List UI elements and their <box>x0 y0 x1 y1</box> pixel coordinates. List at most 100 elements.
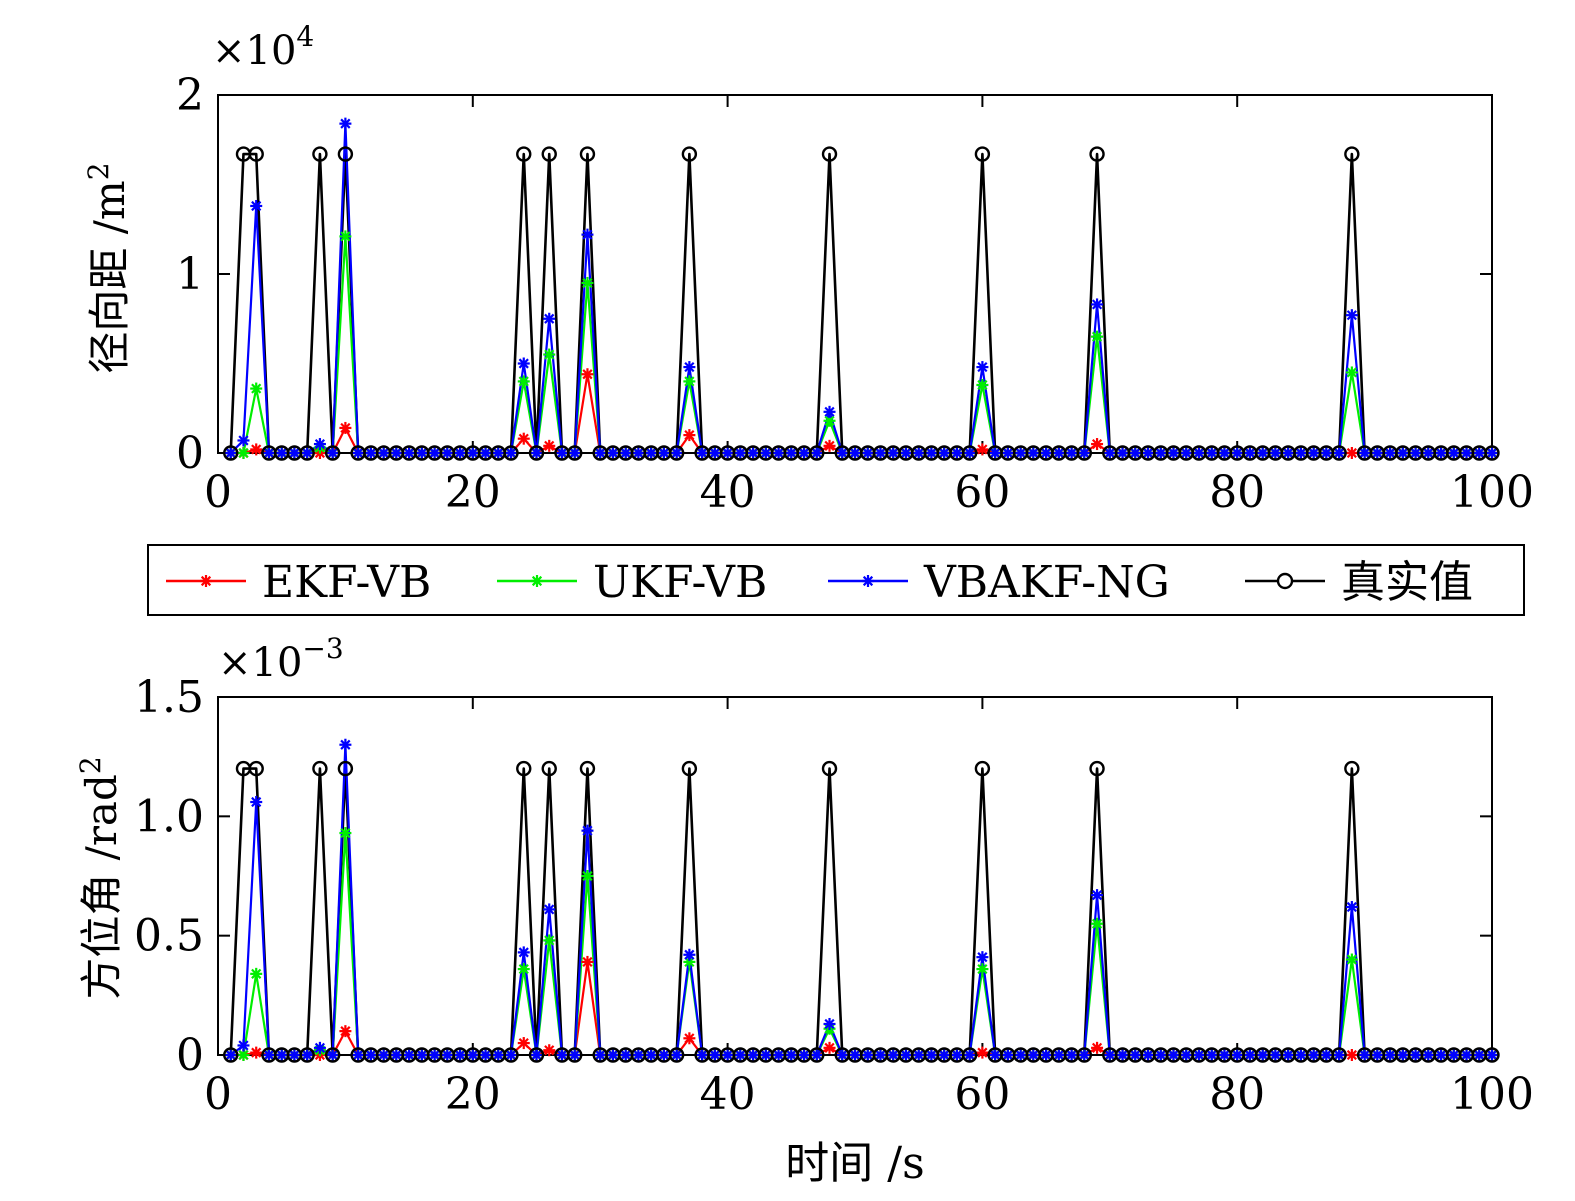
bearing-vbakf-ng-point <box>1333 1049 1346 1061</box>
bearing-vbakf-ng-point <box>555 1049 568 1061</box>
range-ukf-vb-point <box>517 375 530 388</box>
range-vbakf-ng-point <box>823 405 836 418</box>
bearing-vbakf-ng-point <box>1269 1049 1282 1061</box>
range-vbakf-ng-point <box>619 447 632 459</box>
range-x-tick-label: 0 <box>204 467 232 518</box>
range-vbakf-ng-point <box>1129 447 1142 459</box>
range-vbakf-ng-point <box>899 447 912 459</box>
legend-marker-ukf-vb <box>531 575 543 587</box>
legend: EKF-VB UKF-VB VBAKF-NG 真实值 <box>147 544 1525 616</box>
bearing-vbakf-ng-point <box>543 903 556 916</box>
bearing-vbakf-ng-point <box>224 1049 237 1061</box>
range-vbakf-ng-point <box>1460 447 1473 459</box>
range-vbakf-ng-point <box>1065 447 1078 459</box>
range-vbakf-ng-point <box>262 447 275 459</box>
range-truth-point <box>337 146 354 162</box>
range-vbakf-ng-point <box>1218 447 1231 459</box>
range-vbakf-ng-point <box>441 447 454 459</box>
range-vbakf-ng-point <box>861 447 874 459</box>
range-vbakf-ng-point <box>1269 447 1282 459</box>
bearing-truth-point <box>579 760 596 777</box>
range-truth-point <box>1089 146 1105 162</box>
range-vbakf-ng-point <box>632 447 645 459</box>
bearing-vbakf-ng-point <box>1396 1049 1409 1061</box>
bearing-vbakf-ng-point <box>1027 1049 1040 1061</box>
range-multiplier: ×104 <box>212 20 314 74</box>
bearing-vbakf-ng-point <box>466 1049 479 1061</box>
range-vbakf-ng-point <box>313 438 326 451</box>
range-variance-panel: ×104 径向距 /m2 0 20 40 60 80 100 0 1 2 <box>82 20 1534 518</box>
bearing-vbakf-ng-point <box>1435 1049 1448 1061</box>
range-vbakf-ng-point <box>836 447 849 459</box>
bearing-vbakf-ng-point <box>1078 1049 1091 1061</box>
range-vbakf-ng-point <box>1384 447 1397 459</box>
bearing-vbakf-ng-point <box>403 1049 416 1061</box>
range-truth-point <box>974 146 991 162</box>
bearing-vbakf-ng-point <box>1167 1049 1180 1061</box>
bearing-vbakf-ng-point <box>963 1049 976 1061</box>
range-truth-markers <box>223 146 1500 461</box>
range-truth-point <box>1076 445 1093 461</box>
bearing-vbakf-ng-point <box>619 1049 632 1061</box>
bearing-truth-point <box>324 1047 341 1063</box>
bearing-vbakf-ng-point <box>517 946 530 959</box>
bearing-truth-point <box>528 1047 545 1063</box>
bearing-vbakf-ng-point <box>1294 1049 1307 1061</box>
range-vbakf-ng-point <box>696 447 709 459</box>
bearing-ukf-vb-point <box>250 967 263 980</box>
range-vbakf-ng-point <box>288 447 301 459</box>
range-vbakf-ng-point <box>1282 447 1295 459</box>
bearing-ukf-vb-point <box>976 963 989 976</box>
bearing-vbakf-ng-point <box>823 1017 836 1030</box>
range-truth-point <box>1331 445 1347 461</box>
bearing-vbakf-ng-point <box>1422 1049 1435 1061</box>
bearing-vbakf-ng-point <box>1447 1049 1460 1061</box>
bearing-ekf-vb-point <box>976 1046 989 1059</box>
bearing-vbakf-ng-point <box>810 1049 823 1061</box>
range-vbakf-ng-point <box>887 447 900 459</box>
range-vbakf-ng-point <box>454 447 467 459</box>
bearing-vbakf-ng-point <box>352 1049 365 1061</box>
range-vbakf-ng-point <box>505 447 518 459</box>
range-vbakf-ng-point <box>1294 447 1307 459</box>
bearing-vbakf-ng-point <box>339 738 352 751</box>
bearing-vbakf-ng-point <box>1065 1049 1078 1061</box>
range-vbakf-ng-point <box>683 361 696 374</box>
range-vbakf-ng-point <box>1333 447 1346 459</box>
bearing-truth-point <box>1089 760 1105 777</box>
bearing-vbakf-ng-point <box>798 1049 811 1061</box>
range-truth-point <box>1344 146 1360 162</box>
range-vbakf-ng-point <box>925 447 938 459</box>
range-truth-point <box>312 146 328 162</box>
bearing-vbakf-ng-point <box>250 796 263 809</box>
bearing-vbakf-ng-point <box>887 1049 900 1061</box>
range-truth-point <box>681 146 698 162</box>
range-ukf-vb-point <box>976 378 989 391</box>
range-vbakf-ng-point <box>785 447 798 459</box>
range-vbakf-ng-point <box>530 447 543 459</box>
range-vbakf-ng-point <box>1014 447 1027 459</box>
range-ekf-vb-point <box>1345 447 1358 459</box>
bearing-vbakf-ng-point <box>912 1049 925 1061</box>
bearing-truth-point <box>312 760 328 777</box>
bearing-x-tick-label: 40 <box>700 1069 756 1120</box>
range-truth-point <box>324 445 341 461</box>
range-vbakf-ng-point <box>1154 447 1167 459</box>
bearing-truth-point <box>299 1047 315 1063</box>
range-vbakf-ng-point <box>1345 309 1358 322</box>
legend-entry-ukf-vb: UKF-VB <box>497 557 767 608</box>
bearing-vbakf-ng-point <box>1384 1049 1397 1061</box>
range-vbakf-ng-point <box>403 447 416 459</box>
bearing-vbakf-ng-point <box>1103 1049 1116 1061</box>
bearing-y-tick-label: 1.5 <box>134 672 204 723</box>
range-ekf-vb-point <box>683 429 696 442</box>
bearing-truth-point <box>961 1047 978 1063</box>
range-y-tick-label: 2 <box>176 70 204 121</box>
bearing-vbakf-ng-point <box>1460 1049 1473 1061</box>
range-truth-point <box>579 146 596 162</box>
range-ekf-vb-point <box>517 432 530 445</box>
bearing-x-tick-label: 60 <box>954 1069 1010 1120</box>
range-vbakf-ng-point <box>1396 447 1409 459</box>
range-vbakf-ng-point <box>1001 447 1014 459</box>
bearing-vbakf-ng-point <box>1358 1049 1371 1061</box>
